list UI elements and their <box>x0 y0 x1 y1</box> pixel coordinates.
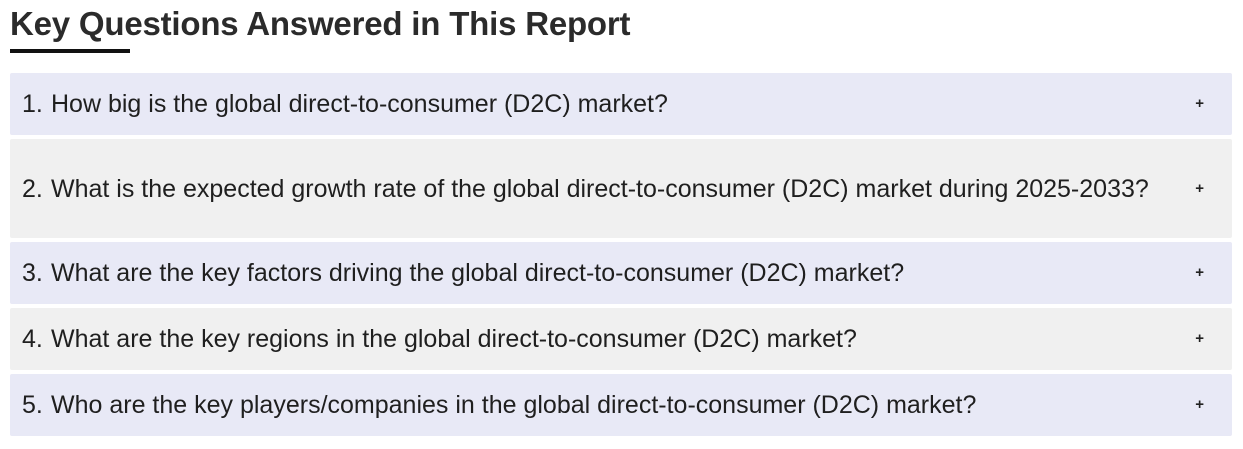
faq-accordion: 1. How big is the global direct-to-consu… <box>10 73 1232 440</box>
faq-item-5[interactable]: 5. Who are the key players/companies in … <box>10 374 1232 436</box>
title-underline <box>10 49 130 53</box>
faq-item-2[interactable]: 2. What is the expected growth rate of t… <box>10 139 1232 238</box>
faq-question: What are the key factors driving the glo… <box>51 259 905 287</box>
faq-number: 3. <box>22 259 43 287</box>
section-header: Key Questions Answered in This Report <box>10 2 631 53</box>
expand-plus-icon[interactable]: + <box>1195 264 1204 281</box>
faq-number: 5. <box>22 391 43 419</box>
faq-question: Who are the key players/companies in the… <box>51 391 977 419</box>
section-title: Key Questions Answered in This Report <box>10 5 631 42</box>
expand-plus-icon[interactable]: + <box>1195 396 1204 413</box>
expand-plus-icon[interactable]: + <box>1195 330 1204 347</box>
expand-plus-icon[interactable]: + <box>1195 95 1204 112</box>
faq-question: What are the key regions in the global d… <box>51 325 857 353</box>
faq-item-4[interactable]: 4. What are the key regions in the globa… <box>10 308 1232 370</box>
faq-item-3[interactable]: 3. What are the key factors driving the … <box>10 242 1232 304</box>
faq-item-1[interactable]: 1. How big is the global direct-to-consu… <box>10 73 1232 135</box>
faq-number: 1. <box>22 90 43 118</box>
faq-number: 2. <box>22 174 43 203</box>
faq-question: What is the expected growth rate of the … <box>51 174 1149 203</box>
faq-question: How big is the global direct-to-consumer… <box>51 90 668 118</box>
expand-plus-icon[interactable]: + <box>1195 179 1204 197</box>
faq-number: 4. <box>22 325 43 353</box>
